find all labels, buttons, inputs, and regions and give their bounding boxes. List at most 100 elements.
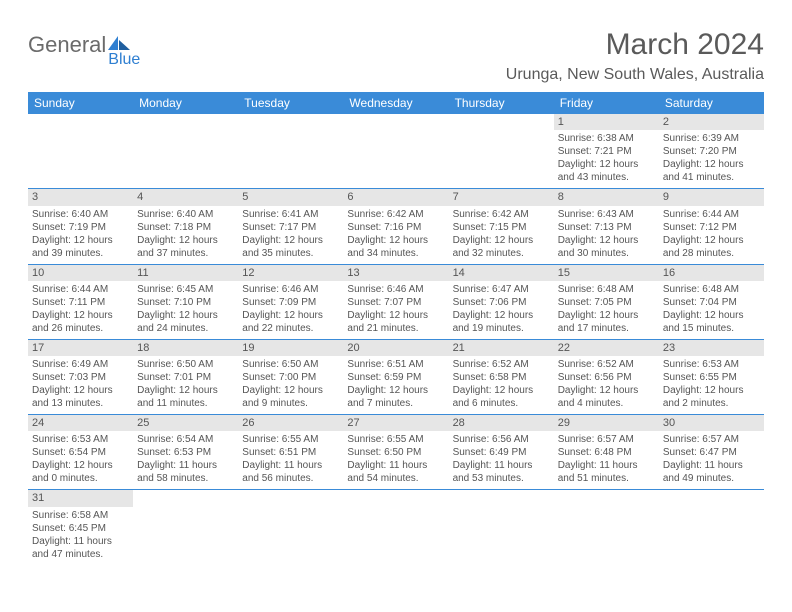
day-header: Sunday [28, 92, 133, 114]
day-info-line: and 28 minutes. [663, 247, 760, 260]
calendar-cell: 6Sunrise: 6:42 AMSunset: 7:16 PMDaylight… [343, 189, 448, 264]
calendar-cell: 16Sunrise: 6:48 AMSunset: 7:04 PMDayligh… [659, 264, 764, 339]
day-info-line: Daylight: 12 hours [242, 384, 339, 397]
calendar-cell: 20Sunrise: 6:51 AMSunset: 6:59 PMDayligh… [343, 339, 448, 414]
day-info-line: and 15 minutes. [663, 322, 760, 335]
day-number: 19 [238, 340, 343, 356]
day-info-line: Sunset: 7:15 PM [453, 221, 550, 234]
day-number: 25 [133, 415, 238, 431]
calendar-cell: 17Sunrise: 6:49 AMSunset: 7:03 PMDayligh… [28, 339, 133, 414]
day-info-line: and 30 minutes. [558, 247, 655, 260]
logo: General Blue [28, 34, 140, 68]
calendar-cell: 21Sunrise: 6:52 AMSunset: 6:58 PMDayligh… [449, 339, 554, 414]
day-info-line: Sunset: 6:54 PM [32, 446, 129, 459]
day-info-line: Sunrise: 6:53 AM [32, 433, 129, 446]
calendar-cell: 28Sunrise: 6:56 AMSunset: 6:49 PMDayligh… [449, 415, 554, 490]
day-number: 8 [554, 189, 659, 205]
day-number: 7 [449, 189, 554, 205]
day-info-line: and 6 minutes. [453, 397, 550, 410]
day-info-line: and 35 minutes. [242, 247, 339, 260]
day-info-line: Sunrise: 6:50 AM [242, 358, 339, 371]
calendar-cell [554, 490, 659, 565]
calendar-cell: 18Sunrise: 6:50 AMSunset: 7:01 PMDayligh… [133, 339, 238, 414]
calendar-cell: 26Sunrise: 6:55 AMSunset: 6:51 PMDayligh… [238, 415, 343, 490]
day-header-row: SundayMondayTuesdayWednesdayThursdayFrid… [28, 92, 764, 114]
title-block: March 2024 Urunga, New South Wales, Aust… [506, 28, 764, 84]
day-info-line: Sunset: 7:00 PM [242, 371, 339, 384]
day-info-line: and 39 minutes. [32, 247, 129, 260]
day-number: 5 [238, 189, 343, 205]
day-info-line: Daylight: 12 hours [347, 309, 444, 322]
calendar-cell [133, 114, 238, 189]
calendar-cell: 15Sunrise: 6:48 AMSunset: 7:05 PMDayligh… [554, 264, 659, 339]
calendar-cell [659, 490, 764, 565]
calendar-cell: 22Sunrise: 6:52 AMSunset: 6:56 PMDayligh… [554, 339, 659, 414]
calendar-cell [238, 490, 343, 565]
day-info-line: Sunset: 6:53 PM [137, 446, 234, 459]
calendar-cell: 19 Sunrise: 6:50 AMSunset: 7:00 PMDayligh… [238, 339, 343, 414]
day-number: 24 [28, 415, 133, 431]
day-info-line: Sunrise: 6:45 AM [137, 283, 234, 296]
day-info-line: Sunrise: 6:50 AM [137, 358, 234, 371]
day-info-line: and 49 minutes. [663, 472, 760, 485]
day-info-line: Sunset: 7:03 PM [32, 371, 129, 384]
day-info-line: and 51 minutes. [558, 472, 655, 485]
day-info-line: Sunrise: 6:57 AM [663, 433, 760, 446]
day-info-line: and 19 minutes. [453, 322, 550, 335]
day-number: 11 [133, 265, 238, 281]
day-info-line: Sunrise: 6:40 AM [32, 208, 129, 221]
day-info-line: Sunset: 7:04 PM [663, 296, 760, 309]
day-info-line: Daylight: 11 hours [558, 459, 655, 472]
day-number: 26 [238, 415, 343, 431]
day-info-line: Sunset: 7:07 PM [347, 296, 444, 309]
day-info-line: and 41 minutes. [663, 171, 760, 184]
calendar-cell [133, 490, 238, 565]
day-info-line: Sunset: 7:10 PM [137, 296, 234, 309]
calendar-row: 1Sunrise: 6:38 AMSunset: 7:21 PMDaylight… [28, 114, 764, 189]
day-number: 2 [659, 114, 764, 130]
day-info-line: Sunset: 7:06 PM [453, 296, 550, 309]
day-info-line: Sunrise: 6:54 AM [137, 433, 234, 446]
day-header: Tuesday [238, 92, 343, 114]
location: Urunga, New South Wales, Australia [506, 66, 764, 84]
day-info-line: Sunrise: 6:56 AM [453, 433, 550, 446]
day-info-line: Sunrise: 6:51 AM [347, 358, 444, 371]
day-info-line: Daylight: 12 hours [242, 234, 339, 247]
day-info-line: and 56 minutes. [242, 472, 339, 485]
day-info-line: Sunrise: 6:46 AM [347, 283, 444, 296]
day-info-line: Daylight: 12 hours [347, 384, 444, 397]
day-info-line: Sunrise: 6:52 AM [558, 358, 655, 371]
day-info-line: and 2 minutes. [663, 397, 760, 410]
day-info-line: Daylight: 12 hours [242, 309, 339, 322]
calendar-row: 3Sunrise: 6:40 AMSunset: 7:19 PMDaylight… [28, 189, 764, 264]
day-info-line: Sunrise: 6:57 AM [558, 433, 655, 446]
day-info-line: Daylight: 11 hours [32, 535, 129, 548]
day-info-line: and 24 minutes. [137, 322, 234, 335]
day-info-line: Sunset: 7:09 PM [242, 296, 339, 309]
day-info-line: Sunset: 7:11 PM [32, 296, 129, 309]
day-info-line: Daylight: 12 hours [453, 309, 550, 322]
day-info-line: Sunset: 6:47 PM [663, 446, 760, 459]
day-info-line: Sunrise: 6:42 AM [347, 208, 444, 221]
day-info-line: Sunset: 7:16 PM [347, 221, 444, 234]
calendar-cell [238, 114, 343, 189]
day-header: Friday [554, 92, 659, 114]
day-info-line: Sunset: 7:19 PM [32, 221, 129, 234]
day-info-line: Sunrise: 6:41 AM [242, 208, 339, 221]
calendar-cell: 11Sunrise: 6:45 AMSunset: 7:10 PMDayligh… [133, 264, 238, 339]
day-info-line: Daylight: 11 hours [453, 459, 550, 472]
day-number: 23 [659, 340, 764, 356]
month-title: March 2024 [506, 28, 764, 62]
calendar-cell: 8Sunrise: 6:43 AMSunset: 7:13 PMDaylight… [554, 189, 659, 264]
day-info-line: Sunset: 6:56 PM [558, 371, 655, 384]
calendar-cell: 23Sunrise: 6:53 AMSunset: 6:55 PMDayligh… [659, 339, 764, 414]
calendar-cell: 13Sunrise: 6:46 AMSunset: 7:07 PMDayligh… [343, 264, 448, 339]
day-info-line: Sunrise: 6:48 AM [558, 283, 655, 296]
day-info-line: and 17 minutes. [558, 322, 655, 335]
day-info-line: and 37 minutes. [137, 247, 234, 260]
day-number: 4 [133, 189, 238, 205]
day-info-line: and 9 minutes. [242, 397, 339, 410]
day-info-line: Sunrise: 6:48 AM [663, 283, 760, 296]
day-info-line: Daylight: 12 hours [32, 459, 129, 472]
sail-icon [108, 36, 132, 52]
